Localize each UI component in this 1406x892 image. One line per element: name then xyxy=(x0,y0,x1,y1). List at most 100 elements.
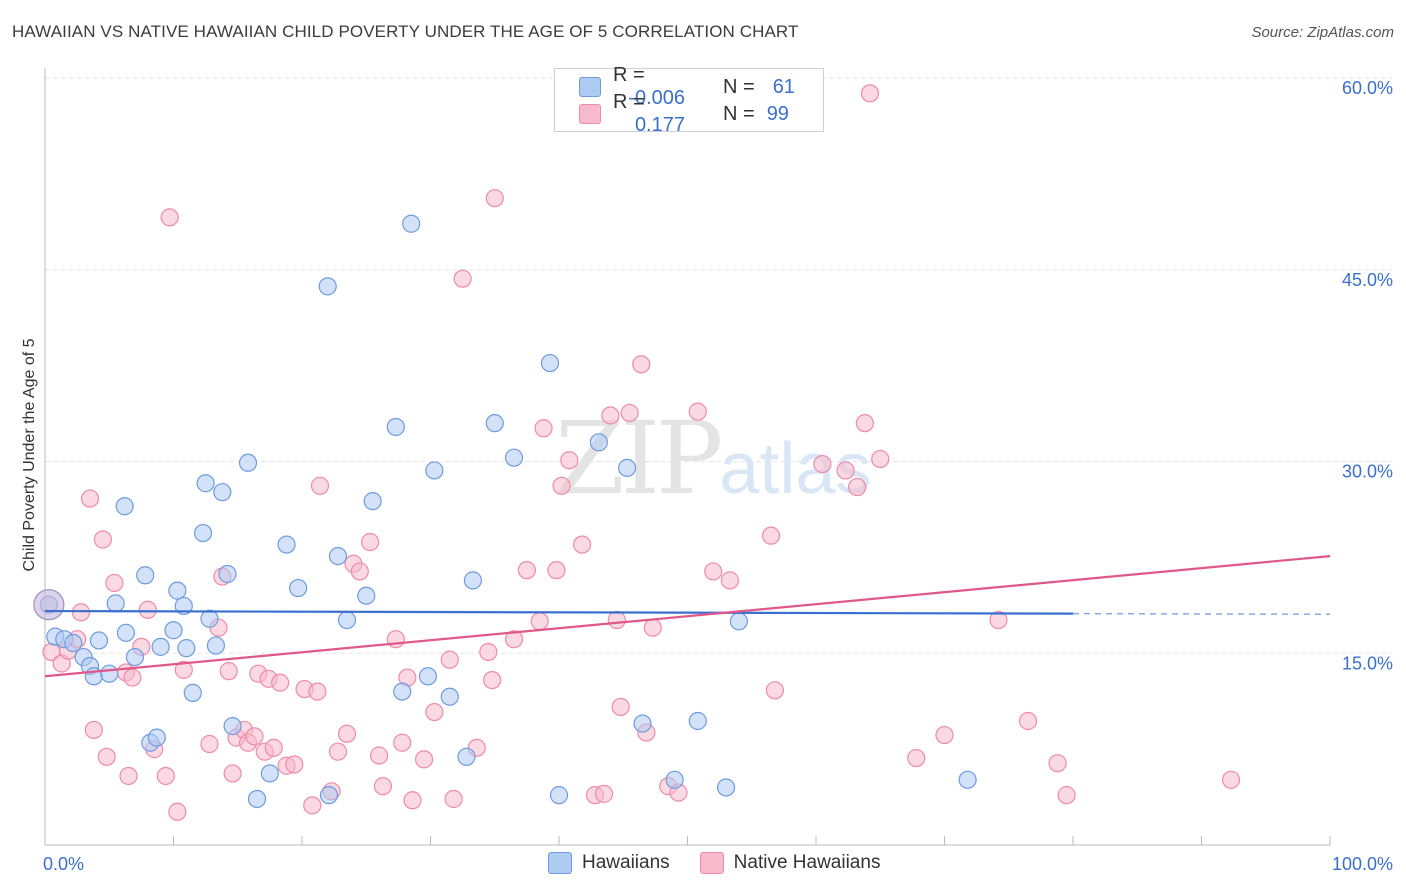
point-hawaiians xyxy=(206,636,226,655)
point-hawaiians xyxy=(168,581,187,600)
point-native-hawaiians xyxy=(414,750,434,769)
series-legend: Hawaiians Native Hawaiians xyxy=(548,852,910,874)
point-native-hawaiians xyxy=(373,777,393,796)
point-hawaiians xyxy=(177,639,196,658)
point-native-hawaiians xyxy=(836,461,855,480)
point-native-hawaiians xyxy=(1057,786,1076,805)
point-native-hawaiians xyxy=(860,84,880,103)
point-native-hawaiians xyxy=(328,742,348,761)
point-native-hawaiians xyxy=(813,454,832,474)
point-hawaiians xyxy=(193,523,213,543)
point-native-hawaiians xyxy=(223,764,242,783)
point-native-hawaiians xyxy=(594,784,614,803)
point-hawaiians xyxy=(196,474,215,493)
point-hawaiians xyxy=(100,664,119,683)
point-native-hawaiians xyxy=(560,451,579,470)
point-native-hawaiians xyxy=(123,668,142,687)
point-hawaiians xyxy=(319,786,339,805)
point-native-hawaiians xyxy=(97,747,116,766)
point-native-hawaiians xyxy=(361,532,380,552)
point-hawaiians xyxy=(418,667,438,686)
point-hawaiians xyxy=(151,637,170,656)
point-native-hawaiians xyxy=(285,755,304,774)
point-native-hawaiians xyxy=(989,610,1008,630)
legend-swatch-blue xyxy=(579,77,601,97)
point-hawaiians xyxy=(633,714,652,733)
legend-r-label: R = 0.177 xyxy=(613,91,685,136)
chart-title: HAWAIIAN VS NATIVE HAWAIIAN CHILD POVERT… xyxy=(12,22,799,41)
point-hawaiians xyxy=(958,770,977,789)
point-hawaiians xyxy=(485,414,504,433)
point-native-hawaiians xyxy=(855,414,874,433)
point-native-hawaiians xyxy=(453,269,472,288)
point-native-hawaiians xyxy=(303,796,322,815)
point-native-hawaiians xyxy=(483,670,502,690)
legend-n-label: N = xyxy=(723,75,755,98)
point-native-hawaiians xyxy=(765,681,784,700)
point-hawaiians xyxy=(147,728,166,747)
point-hawaiians xyxy=(164,621,183,640)
point-native-hawaiians xyxy=(534,419,553,438)
point-hawaiians xyxy=(328,546,348,566)
legend-n-value: 99 xyxy=(766,102,789,125)
point-native-hawaiians xyxy=(308,682,327,701)
point-native-hawaiians xyxy=(485,189,504,208)
point-native-hawaiians xyxy=(264,738,283,757)
series-legend-label: Native Hawaiians xyxy=(733,852,881,873)
point-native-hawaiians xyxy=(386,630,405,649)
point-native-hawaiians xyxy=(530,612,549,631)
point-hawaiians xyxy=(393,682,412,701)
point-native-hawaiians xyxy=(84,720,103,740)
point-hawaiians xyxy=(540,353,560,373)
point-overlap xyxy=(33,589,65,621)
point-hawaiians xyxy=(688,711,707,731)
point-native-hawaiians xyxy=(547,561,566,580)
point-hawaiians xyxy=(363,492,382,511)
point-hawaiians xyxy=(277,535,296,554)
point-native-hawaiians xyxy=(174,660,193,679)
x-tick-label: 100.0% xyxy=(1332,854,1393,874)
point-native-hawaiians xyxy=(138,600,157,619)
point-hawaiians xyxy=(440,687,459,706)
y-tick-label: 15.0% xyxy=(1342,653,1393,673)
point-hawaiians xyxy=(402,214,421,233)
point-native-hawaiians xyxy=(160,208,179,227)
series-legend-label: Hawaiians xyxy=(582,852,670,873)
point-hawaiians xyxy=(457,747,476,766)
correlation-legend: R = -0.006 N = 61 R = 0.177 N = 99 xyxy=(554,64,824,136)
legend-row-native-hawaiians: R = 0.177 N = 99 xyxy=(579,91,789,136)
point-native-hawaiians xyxy=(105,573,124,593)
point-hawaiians xyxy=(183,683,202,702)
point-native-hawaiians xyxy=(393,733,412,752)
point-hawaiians xyxy=(125,647,145,667)
point-hawaiians xyxy=(357,586,376,605)
point-hawaiians xyxy=(238,453,258,472)
point-hawaiians xyxy=(218,564,237,584)
point-hawaiians xyxy=(665,770,684,789)
point-native-hawaiians xyxy=(71,603,91,622)
point-hawaiians xyxy=(504,448,524,467)
point-hawaiians xyxy=(729,612,749,631)
y-tick-label: 60.0% xyxy=(1342,78,1393,98)
series-swatch-pink xyxy=(699,852,724,874)
point-native-hawaiians xyxy=(200,734,219,754)
series-legend-hawaiians[interactable]: Hawaiians xyxy=(548,852,670,874)
point-hawaiians xyxy=(549,786,569,805)
point-native-hawaiians xyxy=(119,766,138,786)
point-native-hawaiians xyxy=(632,355,651,374)
point-hawaiians xyxy=(318,277,337,296)
point-native-hawaiians xyxy=(848,477,867,497)
point-hawaiians xyxy=(64,633,83,653)
point-hawaiians xyxy=(386,417,405,437)
series-legend-native-hawaiians[interactable]: Native Hawaiians xyxy=(699,852,881,874)
point-native-hawaiians xyxy=(403,791,422,810)
point-native-hawaiians xyxy=(552,476,571,495)
point-native-hawaiians xyxy=(871,449,890,469)
point-native-hawaiians xyxy=(271,673,290,692)
point-native-hawaiians xyxy=(425,702,444,722)
point-native-hawaiians xyxy=(504,630,524,649)
point-hawaiians xyxy=(260,764,279,783)
point-hawaiians xyxy=(289,578,308,598)
legend-n-label: N = xyxy=(723,102,755,125)
point-hawaiians xyxy=(174,596,193,616)
